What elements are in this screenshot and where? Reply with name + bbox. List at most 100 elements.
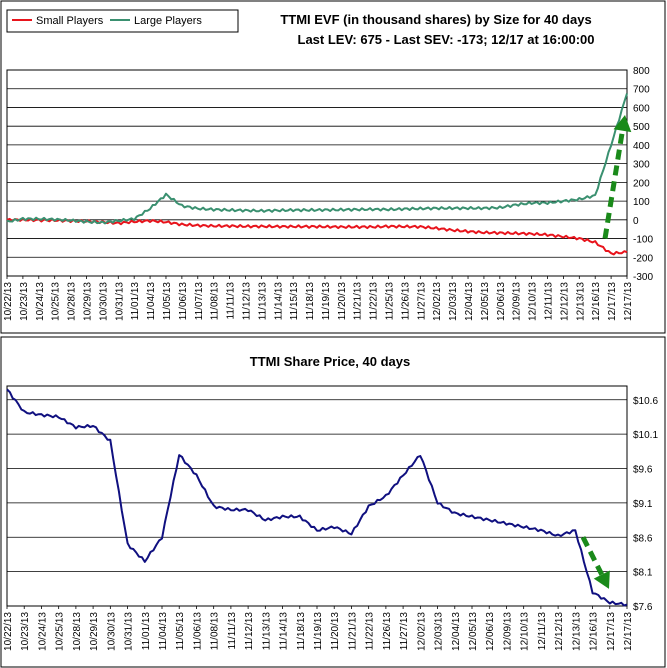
x-tick-label: 11/18/13	[296, 612, 307, 651]
x-tick-label: 11/21/13	[347, 612, 358, 651]
x-tick-label: 10/24/13	[37, 612, 48, 651]
legend-label-large: Large Players	[134, 15, 202, 27]
x-tick-label: 11/08/13	[210, 282, 221, 321]
x-tick-label: 11/12/13	[241, 282, 252, 321]
y-tick-label: -200	[633, 253, 653, 264]
x-tick-label: 10/25/13	[55, 612, 66, 651]
x-tick-label: 10/31/13	[124, 612, 135, 651]
y-tick-label: $8.6	[633, 533, 653, 544]
x-tick-label: 11/01/13	[130, 282, 141, 321]
x-tick-label: 11/22/13	[369, 282, 380, 321]
x-tick-label: 12/05/13	[480, 282, 491, 321]
x-tick-label: 12/17/13	[607, 282, 618, 321]
x-tick-label: 12/04/13	[451, 612, 462, 651]
x-tick-label: 11/27/13	[416, 282, 427, 321]
x-tick-label: 11/14/13	[273, 282, 284, 321]
y-tick-label: $9.1	[633, 499, 653, 510]
x-tick-label: 12/02/13	[432, 282, 443, 321]
x-tick-label: 12/17/13	[623, 282, 634, 321]
x-tick-label: 12/11/13	[544, 282, 555, 321]
x-tick-label: 10/30/13	[106, 612, 117, 651]
x-tick-label: 12/13/13	[575, 282, 586, 321]
y-tick-label: 800	[633, 66, 650, 77]
price-chart-panel: TTMI Share Price, 40 days $10.6 $10.1 $9.6…	[0, 336, 666, 668]
y-tick-label: $7.6	[633, 602, 653, 613]
x-tick-label: 12/06/13	[485, 612, 496, 651]
trend-arrow-head	[613, 114, 632, 133]
y-tick-label: 200	[633, 178, 650, 189]
y-tick-label: 400	[633, 141, 650, 152]
x-tick-label: 11/05/13	[175, 612, 186, 651]
x-tick-label: 12/10/13	[520, 612, 531, 651]
x-tick-label: 11/07/13	[194, 282, 205, 321]
y-tick-label: 600	[633, 103, 650, 114]
price-chart-title: TTMI Share Price, 40 days	[250, 354, 410, 369]
x-tick-label: 11/25/13	[385, 282, 396, 321]
y-tick-label: $10.6	[633, 396, 658, 407]
x-tick-label: 12/17/13	[606, 612, 617, 651]
x-tick-label: 10/23/13	[19, 282, 30, 321]
x-tick-label: 11/04/13	[146, 282, 157, 321]
x-tick-label: 11/04/13	[158, 612, 169, 651]
x-tick-label: 10/22/13	[3, 282, 14, 321]
x-tick-label: 11/15/13	[289, 282, 300, 321]
x-tick-label: 12/10/13	[528, 282, 539, 321]
x-tick-label: 11/06/13	[178, 282, 189, 321]
x-tick-label: 12/16/13	[589, 612, 600, 651]
x-tick-label: 12/11/13	[537, 612, 548, 651]
x-tick-label: 12/06/13	[496, 282, 507, 321]
x-tick-label: 11/26/13	[400, 282, 411, 321]
x-tick-label: 11/18/13	[305, 282, 316, 321]
x-tick-label: 12/12/13	[554, 612, 565, 651]
x-tick-label: 11/11/13	[227, 612, 238, 650]
y-tick-label: 500	[633, 122, 650, 133]
y-tick-label: -300	[633, 272, 653, 283]
x-tick-label: 12/17/13	[623, 612, 634, 651]
x-tick-label: 11/13/13	[261, 612, 272, 651]
trend-arrow	[580, 536, 605, 576]
x-tick-label: 11/05/13	[162, 282, 173, 321]
trend-arrow-head	[593, 570, 610, 589]
y-tick-label: $10.1	[633, 430, 658, 441]
x-tick-label: 12/02/13	[416, 612, 427, 651]
y-tick-label: -100	[633, 235, 653, 246]
y-tick-label: 0	[633, 216, 639, 227]
x-tick-label: 11/08/13	[210, 612, 221, 651]
x-tick-label: 10/24/13	[35, 282, 46, 321]
legend-label-small: Small Players	[36, 15, 104, 27]
x-tick-label: 10/22/13	[3, 612, 14, 651]
x-tick-label: 10/30/13	[98, 282, 109, 321]
x-tick-label: 10/28/13	[67, 282, 78, 321]
x-tick-label: 11/21/13	[353, 282, 364, 321]
x-tick-label: 11/20/13	[330, 612, 341, 651]
y-tick-label: 300	[633, 160, 650, 171]
x-tick-label: 12/03/13	[448, 282, 459, 321]
chart-title: TTMI EVF (in thousand shares) by Size fo…	[280, 12, 591, 27]
x-tick-label: 11/19/13	[313, 612, 324, 651]
evf-chart-panel: Small Players Large Players TTMI EVF (in…	[0, 0, 666, 334]
y-tick-label: 700	[633, 85, 650, 96]
x-tick-label: 11/06/13	[192, 612, 203, 651]
x-tick-label: 11/01/13	[141, 612, 152, 651]
x-tick-label: 12/16/13	[591, 282, 602, 321]
x-tick-label: 10/29/13	[82, 282, 93, 321]
x-tick-label: 10/31/13	[114, 282, 125, 321]
x-tick-label: 12/04/13	[464, 282, 475, 321]
x-tick-label: 11/19/13	[321, 282, 332, 321]
chart-subtitle: Last LEV: 675 - Last SEV: -173; 12/17 at…	[298, 32, 595, 47]
x-tick-label: 10/25/13	[51, 282, 62, 321]
x-tick-label: 12/05/13	[468, 612, 479, 651]
x-tick-label: 12/13/13	[571, 612, 582, 651]
x-tick-label: 10/23/13	[20, 612, 31, 651]
trend-arrow	[602, 130, 625, 239]
x-tick-label: 11/22/13	[365, 612, 376, 651]
x-tick-label: 11/14/13	[279, 612, 290, 651]
x-tick-label: 11/11/13	[226, 282, 237, 320]
x-tick-label: 12/09/13	[502, 612, 513, 651]
x-tick-label: 12/12/13	[559, 282, 570, 321]
x-tick-label: 11/20/13	[337, 282, 348, 321]
series-line-large-players	[6, 93, 628, 225]
y-tick-label: 100	[633, 197, 650, 208]
x-tick-label: 10/29/13	[89, 612, 100, 651]
